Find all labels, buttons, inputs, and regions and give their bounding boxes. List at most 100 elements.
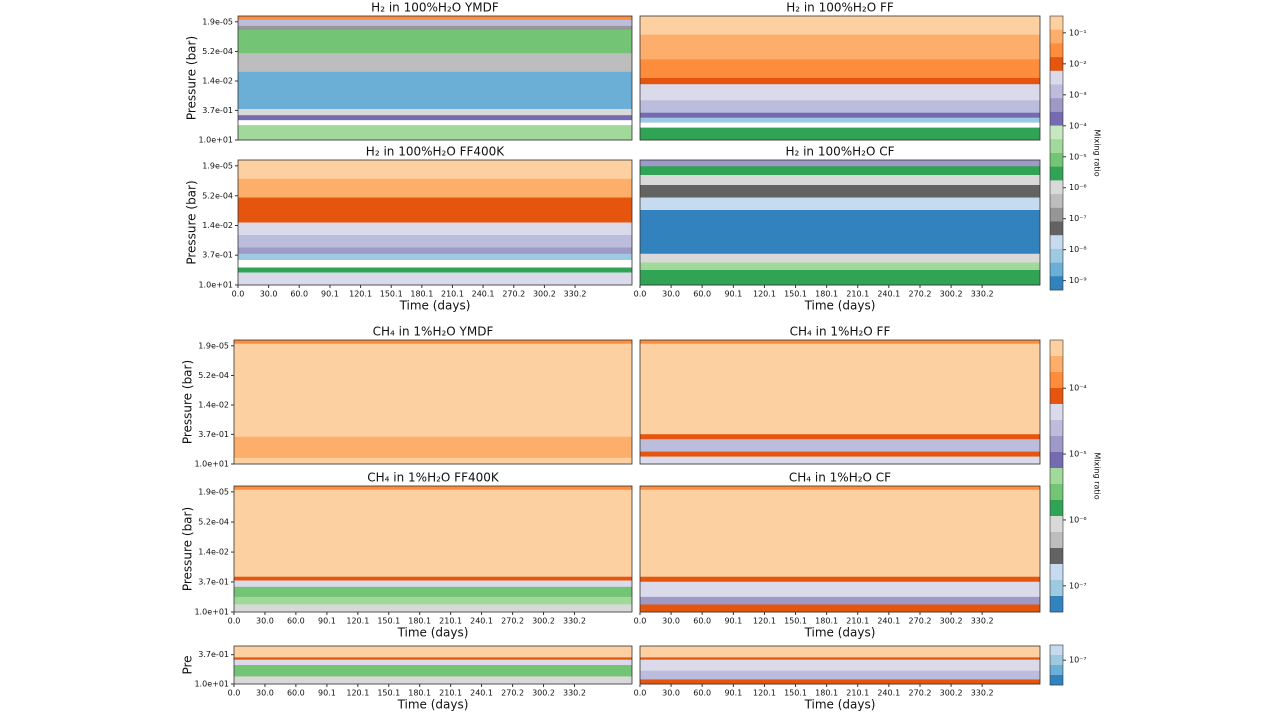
colorbar-swatch [1050, 420, 1063, 437]
x-tick-label: 210.1 [441, 290, 464, 299]
colorbar-swatch [1050, 596, 1063, 613]
x-tick-label: 180.1 [815, 689, 838, 698]
colorbar-frame [1049, 15, 1064, 291]
x-tick-label: 180.1 [815, 617, 838, 626]
colorbar-tick-label: 10⁻⁴ [1069, 384, 1087, 393]
panel-title: CH₄ in 1%H₂O YMDF [373, 325, 494, 339]
x-tick-label: 270.2 [909, 617, 932, 626]
colorbar-tick-label: 10⁻⁷ [1069, 656, 1087, 665]
colorbar-swatch [1050, 180, 1063, 195]
contour-fill [234, 646, 632, 658]
contour-fill [640, 343, 1040, 435]
x-tick-label: 120.1 [753, 617, 776, 626]
contour-fill [234, 604, 632, 613]
colorbar-swatch [1050, 655, 1063, 666]
x-tick-label: 120.1 [753, 290, 776, 299]
contour-fill [640, 581, 1040, 598]
y-tick-label: 1.9e-05 [202, 161, 233, 170]
contour-fill [640, 160, 1040, 167]
x-tick-label: 300.2 [532, 617, 555, 626]
colorbar-swatch [1050, 468, 1063, 485]
x-tick-label: 0.0 [634, 689, 647, 698]
colorbar-tick-label: 10⁻¹ [1069, 28, 1087, 37]
x-tick-label: 60.0 [287, 617, 305, 626]
x-tick-label: 60.0 [693, 617, 711, 626]
y-tick-label: 1.0e+01 [194, 460, 229, 469]
contour-fill [640, 646, 1040, 658]
colorbar-tick-label: 10⁻⁵ [1069, 450, 1087, 459]
x-tick-label: 120.1 [346, 617, 369, 626]
plot-frame [237, 15, 633, 141]
colorbar-swatch [1050, 580, 1063, 597]
plot-frame [237, 159, 633, 286]
colorbar-swatch [1050, 29, 1063, 44]
y-tick-label: 1.9e-05 [198, 487, 229, 496]
x-tick-label: 300.2 [940, 617, 963, 626]
contour-fill [640, 122, 1040, 129]
contour-fill [238, 260, 632, 268]
colorbar-swatch [1050, 436, 1063, 453]
y-tick-label: 1.0e+01 [194, 608, 229, 617]
contour-fill [238, 109, 632, 116]
colorbar-swatch [1050, 235, 1063, 250]
colorbar-swatch [1050, 166, 1063, 181]
x-tick-label: 330.2 [971, 689, 994, 698]
colorbar-swatch [1050, 139, 1063, 154]
x-tick-label: 0.0 [228, 617, 241, 626]
colorbar-swatch [1050, 500, 1063, 517]
contour-fill [640, 117, 1040, 124]
colorbar-swatch [1050, 125, 1063, 140]
y-tick-label: 1.0e+01 [194, 680, 229, 689]
contour-fill [640, 434, 1040, 440]
x-tick-label: 30.0 [260, 290, 278, 299]
x-tick-label: 90.1 [321, 290, 339, 299]
x-tick-label: 240.1 [470, 689, 493, 698]
contour-fill [238, 120, 632, 126]
contour-fill [234, 659, 632, 666]
y-tick-label: 5.2e-04 [198, 518, 229, 527]
y-tick-label: 3.7e-01 [198, 430, 229, 439]
colorbar-label: Mixing ratio [1093, 129, 1102, 176]
x-tick-label: 210.1 [846, 617, 869, 626]
x-tick-label: 180.1 [410, 290, 433, 299]
colorbar-swatch [1050, 153, 1063, 167]
contour-fill [234, 436, 632, 459]
contour-fill [238, 71, 632, 110]
contour-fill [238, 267, 632, 273]
colorbar-swatch [1050, 372, 1063, 389]
colorbar-swatch [1050, 675, 1063, 686]
y-tick-label: 1.4e-02 [198, 401, 229, 410]
contour-fill [238, 160, 632, 180]
colorbar-label: Mixing ratio [1093, 452, 1102, 499]
panel-title: H₂ in 100%H₂O FF400K [366, 145, 506, 159]
panel: CH₄ in 1%H₂O FF400K 1.9e-05 5.2e-04 1.4e-02… [181, 471, 633, 640]
x-tick-label: 210.1 [846, 290, 869, 299]
contour-fill [640, 16, 1040, 36]
contour-fill [640, 451, 1040, 458]
panel: CH₄ in 1%H₂O CF 0.0 30.0 60.0 90.1 120.1 150.1… [634, 471, 1041, 640]
x-axis-label: Time (days) [399, 299, 471, 313]
colorbar-swatch [1050, 84, 1063, 99]
x-tick-label: 0.0 [634, 617, 647, 626]
x-axis-label: Time (days) [397, 698, 469, 712]
panel-title: H₂ in 100%H₂O YMDF [371, 1, 499, 15]
contour-fill [640, 679, 1040, 685]
plot-frame [639, 645, 1041, 685]
colorbar-tick-label: 10⁻⁹ [1069, 276, 1087, 285]
x-tick-label: 240.1 [472, 290, 495, 299]
x-tick-label: 120.1 [753, 689, 776, 698]
x-tick-label: 30.0 [662, 689, 680, 698]
x-tick-label: 270.2 [501, 689, 524, 698]
contour-fill [640, 34, 1040, 60]
colorbar-swatch [1050, 276, 1063, 291]
contour-fill [640, 175, 1040, 186]
contour-fill [234, 489, 632, 578]
y-tick-label: 1.9e-05 [198, 341, 229, 350]
y-axis-label: Pressure (bar) [185, 36, 199, 120]
contour-fill [640, 185, 1040, 198]
x-tick-label: 60.0 [693, 689, 711, 698]
contour-fill [238, 222, 632, 236]
colorbar-swatch [1050, 57, 1063, 72]
x-tick-label: 150.1 [784, 689, 807, 698]
contour-fill [640, 197, 1040, 211]
